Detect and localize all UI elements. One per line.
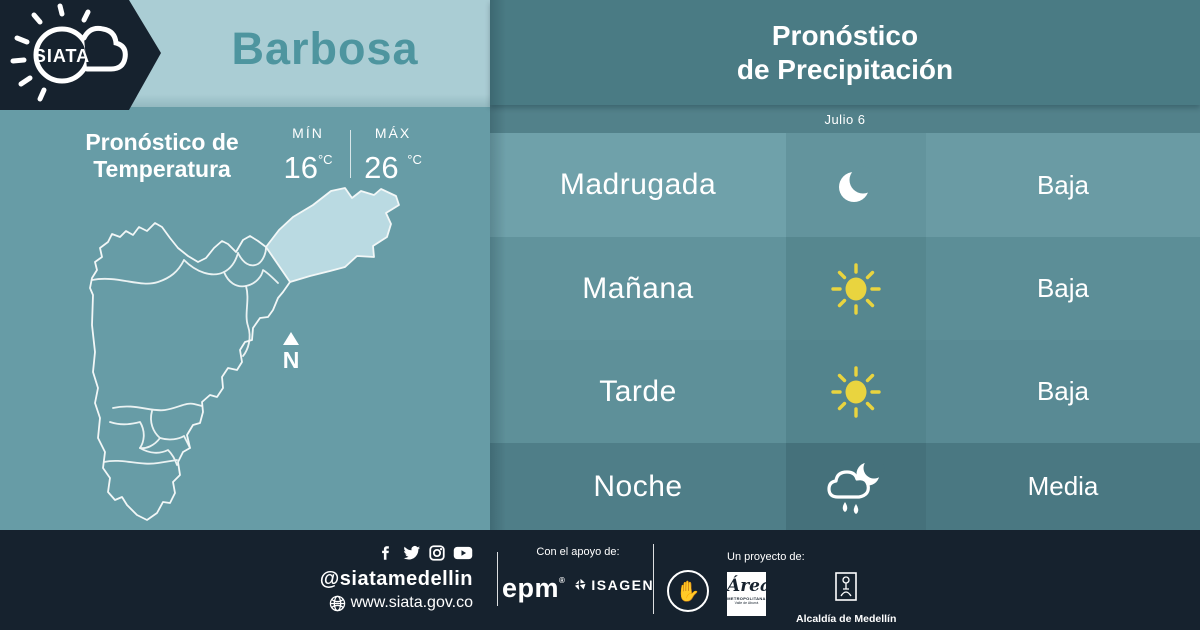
forecast-row-noche: Noche Media xyxy=(490,443,1200,530)
area-metropolitana-logo: Área METROPOLITANA Valle de Aburrá xyxy=(727,572,771,616)
precipitation-title-line1: Pronóstico xyxy=(771,19,919,51)
max-temperature: MÁX 26 °C xyxy=(357,122,429,185)
weather-icon-cell xyxy=(786,340,926,443)
forecast-row-tarde: Tarde Baja xyxy=(490,340,1200,443)
max-value: 26 °C xyxy=(364,150,422,185)
period-label: Mañana xyxy=(490,237,786,340)
compass-label: N xyxy=(283,347,300,373)
precipitation-level: Baja xyxy=(926,133,1200,237)
footer: @siatamedellin www.siata.gov.co Con el a… xyxy=(0,530,1200,630)
social-handle[interactable]: @siatamedellin xyxy=(319,568,473,590)
alcaldia-logo: Alcaldía de Medellín xyxy=(796,572,896,625)
period-label: Noche xyxy=(490,443,786,530)
compass-north: N xyxy=(283,332,300,373)
precipitation-level: Baja xyxy=(926,340,1200,443)
alcaldia-caption: Alcaldía de Medellín xyxy=(796,613,897,625)
forecast-row-madrugada: Madrugada Baja xyxy=(490,133,1200,237)
siata-logo-text: SIATA xyxy=(34,46,90,66)
website-url[interactable]: www.siata.gov.co xyxy=(350,594,473,611)
sun-icon xyxy=(831,262,881,315)
temperature-title: Pronóstico de Temperatura xyxy=(85,129,239,182)
min-value: 16°C xyxy=(283,150,333,185)
minmax-divider xyxy=(350,130,351,178)
footer-divider-1 xyxy=(497,552,498,606)
siata-logo: SIATA xyxy=(0,0,161,110)
support-block: Con el apoyo de: epm® ISAGEN xyxy=(502,546,653,602)
weather-icon-cell xyxy=(786,237,926,340)
temperature-header: Pronóstico de Temperatura MÍN 16°C MÁX 2… xyxy=(58,122,438,188)
weather-icon-cell xyxy=(786,443,926,530)
project-label: Un proyecto de: xyxy=(727,551,805,563)
map-outline xyxy=(89,222,291,521)
temperature-panel: Barbosa SIATA Pronóstico de Temperatu xyxy=(0,0,490,530)
facebook-icon[interactable] xyxy=(377,544,395,562)
forecast-row-manana: Mañana Baja xyxy=(490,237,1200,340)
support-label: Con el apoyo de: xyxy=(536,546,620,558)
project-logos: Área METROPOLITANA Valle de Aburrá Alcal… xyxy=(727,572,896,625)
project-block: Un proyecto de: Área METROPOLITANA Valle… xyxy=(727,551,896,625)
location-title: Barbosa xyxy=(231,23,419,74)
precipitation-panel: Pronóstico de Precipitación Julio 6 Madr… xyxy=(490,0,1200,530)
weather-icon-cell xyxy=(786,133,926,237)
precipitation-level: Baja xyxy=(926,237,1200,340)
rain-cloud-moon-icon xyxy=(827,458,885,514)
youtube-icon[interactable] xyxy=(453,544,473,562)
forecast-date: Julio 6 xyxy=(490,105,1200,133)
website-row: www.siata.gov.co xyxy=(320,594,473,612)
social-icons xyxy=(320,544,473,563)
twitter-icon[interactable] xyxy=(402,544,421,562)
precipitation-header: Pronóstico de Precipitación xyxy=(490,0,1200,105)
map-region-barbosa xyxy=(265,187,400,283)
sun-icon xyxy=(831,365,881,418)
isagen-logo: ISAGEN xyxy=(573,577,654,593)
max-label: MÁX xyxy=(374,125,412,141)
globe-icon xyxy=(329,595,345,611)
period-label: Tarde xyxy=(490,340,786,443)
period-label: Madrugada xyxy=(490,133,786,237)
instagram-icon[interactable] xyxy=(428,544,446,562)
support-logos: epm® ISAGEN xyxy=(502,568,653,602)
precipitation-title-line2: de Precipitación xyxy=(736,53,954,85)
isagen-mark-icon xyxy=(575,578,586,591)
footer-divider-2 xyxy=(653,544,654,614)
precipitation-level: Media xyxy=(926,443,1200,530)
partner-seal-logo: ✋ xyxy=(667,570,709,612)
moon-icon xyxy=(839,166,877,202)
aburra-valley-map: N xyxy=(89,187,400,521)
min-label: MÍN xyxy=(292,125,324,141)
social-block: @siatamedellin www.siata.gov.co xyxy=(320,544,473,612)
minmax-block: MÍN 16°C MÁX 26 °C xyxy=(272,122,429,188)
min-temperature: MÍN 16°C xyxy=(272,122,344,185)
epm-logo: epm® xyxy=(501,573,566,603)
alcaldia-emblem-icon xyxy=(835,572,857,601)
